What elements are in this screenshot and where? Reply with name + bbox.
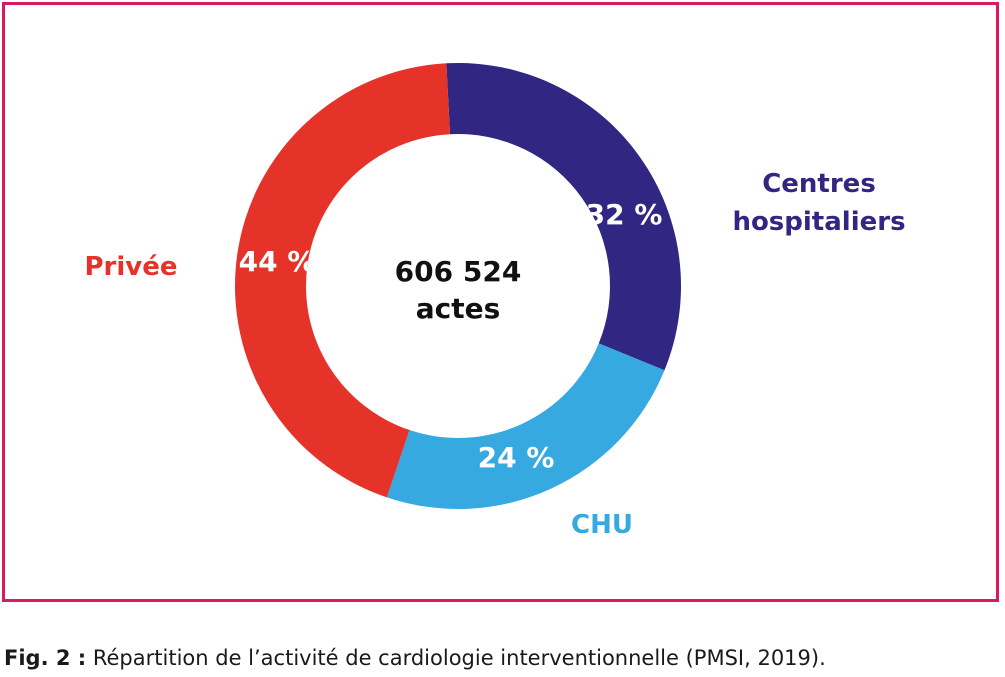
category-label-line: CHU bbox=[571, 510, 633, 540]
slice-value-label: 32 % bbox=[586, 198, 663, 231]
slice-value-label: 24 % bbox=[478, 441, 555, 474]
center-label-line-1: 606 524 bbox=[395, 255, 522, 288]
slice-value-label: 44 % bbox=[239, 245, 316, 278]
category-label: Privée bbox=[84, 252, 177, 282]
slice-privée bbox=[234, 63, 451, 498]
center-label-line-2: actes bbox=[416, 292, 501, 325]
category-label-line: hospitaliers bbox=[732, 207, 905, 237]
caption-figure-number: Fig. 2 : bbox=[4, 646, 87, 670]
category-label: Centres hospitaliers bbox=[732, 169, 905, 237]
category-label-line: Centres bbox=[762, 169, 876, 199]
caption-text: Répartition de l’activité de cardiologie… bbox=[86, 646, 826, 670]
donut-slices bbox=[234, 63, 682, 509]
slice-value-labels: 32 % 24 % 44 % bbox=[239, 198, 663, 474]
slice-centres-hospitaliers bbox=[446, 63, 682, 371]
category-labels: Centres hospitaliers CHU Privée bbox=[84, 169, 905, 540]
figure-caption: Fig. 2 : Répartition de l’activité de ca… bbox=[4, 646, 826, 670]
category-label: CHU bbox=[571, 510, 633, 540]
category-label-line: Privée bbox=[84, 252, 177, 282]
donut-chart: 32 % 24 % 44 % Centres hospitaliers CHU Privé… bbox=[84, 63, 906, 540]
slice-chu bbox=[386, 343, 665, 509]
